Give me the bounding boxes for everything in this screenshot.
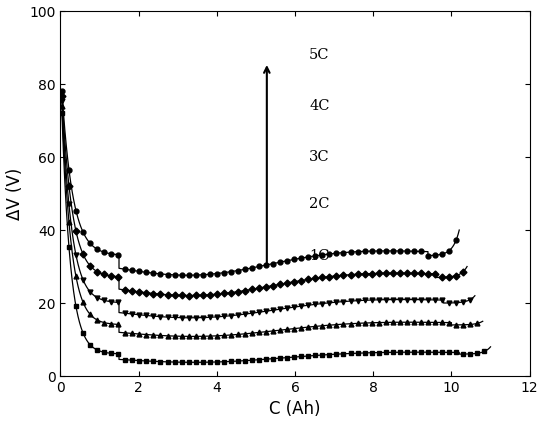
Text: 5C: 5C — [309, 48, 330, 62]
Text: 3C: 3C — [309, 150, 330, 164]
Text: 4C: 4C — [309, 99, 330, 113]
Text: 1C: 1C — [309, 248, 330, 262]
Y-axis label: ΔV (V): ΔV (V) — [5, 167, 23, 220]
X-axis label: C (Ah): C (Ah) — [269, 400, 321, 418]
Text: 2C: 2C — [309, 198, 330, 212]
